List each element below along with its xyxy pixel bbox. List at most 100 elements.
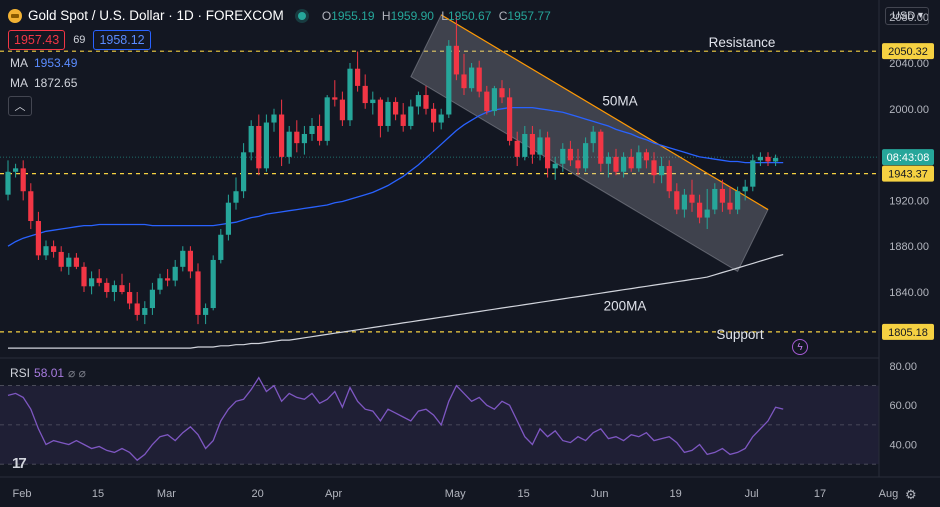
candle-body[interactable]: [621, 156, 627, 172]
price-tick-label[interactable]: 2000.00: [889, 104, 929, 116]
candle-body[interactable]: [339, 99, 345, 121]
candle-body[interactable]: [370, 99, 376, 104]
candle-body[interactable]: [111, 285, 117, 293]
current-price-tag[interactable]: 08:43:08: [887, 152, 930, 164]
candle-body[interactable]: [279, 114, 285, 157]
price-tick-label[interactable]: 1880.00: [889, 241, 929, 253]
rsi-tick-label[interactable]: 80.00: [889, 361, 917, 373]
candle-body[interactable]: [757, 156, 763, 161]
candle-body[interactable]: [514, 140, 520, 157]
annotation-resistance[interactable]: Resistance: [709, 35, 776, 50]
annotation-200ma[interactable]: 200MA: [604, 298, 647, 313]
candle-body[interactable]: [195, 271, 201, 315]
candle-body[interactable]: [651, 160, 657, 176]
candle-body[interactable]: [347, 68, 353, 121]
candle-body[interactable]: [165, 278, 171, 281]
level-price-tag[interactable]: 2050.32: [888, 46, 928, 58]
rsi-line[interactable]: [7, 376, 784, 462]
candle-body[interactable]: [317, 125, 323, 141]
price-tick-label[interactable]: 1920.00: [889, 195, 929, 207]
candle-body[interactable]: [529, 133, 535, 155]
candle-body[interactable]: [271, 114, 277, 123]
buy-price-button[interactable]: 1958.12: [93, 30, 151, 50]
candle-body[interactable]: [697, 202, 703, 218]
candle-body[interactable]: [393, 101, 399, 115]
time-tick-label[interactable]: 15: [92, 488, 104, 500]
candle-body[interactable]: [187, 250, 193, 272]
candle-body[interactable]: [20, 168, 26, 192]
price-tick-label[interactable]: 2040.00: [889, 58, 929, 70]
candle-body[interactable]: [727, 202, 733, 210]
candle-body[interactable]: [134, 303, 140, 315]
candle-body[interactable]: [742, 186, 748, 192]
time-tick-label[interactable]: Aug: [879, 488, 899, 500]
candle-body[interactable]: [408, 106, 414, 126]
candle-body[interactable]: [583, 143, 589, 169]
time-tick-label[interactable]: 19: [669, 488, 681, 500]
candle-body[interactable]: [537, 137, 543, 155]
candle-body[interactable]: [719, 188, 725, 203]
alert-bolt-icon[interactable]: ϟ: [792, 339, 808, 355]
candle-body[interactable]: [666, 166, 672, 192]
candle-body[interactable]: [590, 131, 596, 144]
candle-body[interactable]: [127, 292, 133, 304]
currency-select[interactable]: USD: [885, 7, 929, 25]
candle-body[interactable]: [507, 97, 513, 141]
time-tick-label[interactable]: May: [445, 488, 466, 500]
candle-body[interactable]: [332, 97, 338, 100]
candle-body[interactable]: [66, 257, 72, 267]
gear-icon[interactable]: ⚙: [905, 487, 917, 502]
candle-body[interactable]: [476, 67, 482, 92]
symbol-title[interactable]: Gold Spot / U.S. Dollar · 1D · FOREXCOM: [28, 8, 284, 23]
candle-body[interactable]: [172, 266, 178, 281]
candle-body[interactable]: [628, 156, 634, 169]
ma50-legend[interactable]: MA 1953.49: [10, 56, 77, 70]
candle-body[interactable]: [180, 250, 186, 267]
candle-body[interactable]: [773, 158, 779, 162]
candle-body[interactable]: [96, 278, 102, 283]
candle-body[interactable]: [545, 137, 551, 169]
candle-body[interactable]: [301, 133, 307, 144]
level-price-tag-bg[interactable]: [882, 323, 934, 340]
level-price-tag[interactable]: 1943.37: [888, 169, 928, 181]
candle-body[interactable]: [560, 148, 566, 164]
candle-body[interactable]: [598, 131, 604, 164]
candle-body[interactable]: [735, 191, 741, 210]
candle-body[interactable]: [256, 125, 262, 169]
time-tick-label[interactable]: Feb: [13, 488, 32, 500]
descending-channel[interactable]: [410, 14, 769, 273]
candle-body[interactable]: [263, 122, 269, 169]
candle-body[interactable]: [81, 266, 87, 287]
ma200-line[interactable]: [8, 254, 784, 349]
candle-body[interactable]: [355, 68, 361, 86]
candle-body[interactable]: [248, 125, 254, 153]
candle-body[interactable]: [157, 278, 163, 290]
candle-body[interactable]: [149, 289, 155, 309]
candle-body[interactable]: [241, 152, 247, 192]
time-tick-label[interactable]: Mar: [157, 488, 176, 500]
level-price-tag-bg[interactable]: [882, 43, 934, 60]
candle-body[interactable]: [438, 114, 444, 123]
candle-body[interactable]: [689, 194, 695, 203]
candle-body[interactable]: [324, 97, 330, 141]
candle-body[interactable]: [704, 209, 710, 218]
candle-body[interactable]: [5, 171, 11, 195]
candle-body[interactable]: [659, 166, 665, 176]
rsi-legend[interactable]: RSI 58.01 ⌀ ⌀: [10, 366, 86, 380]
candle-body[interactable]: [681, 194, 687, 210]
candle-body[interactable]: [415, 95, 421, 107]
candle-body[interactable]: [51, 246, 57, 252]
candle-body[interactable]: [104, 282, 110, 293]
current-price-tag-bg[interactable]: [882, 149, 934, 166]
candle-body[interactable]: [499, 88, 505, 98]
candle-body[interactable]: [233, 191, 239, 203]
candle-body[interactable]: [567, 148, 573, 161]
candle-body[interactable]: [613, 156, 619, 172]
candle-body[interactable]: [522, 133, 528, 157]
annotation-support[interactable]: Support: [716, 327, 764, 342]
candle-body[interactable]: [58, 251, 64, 267]
candle-body[interactable]: [712, 188, 718, 210]
ma200-legend[interactable]: MA 1872.65: [10, 76, 77, 90]
candle-body[interactable]: [13, 168, 19, 172]
candle-body[interactable]: [43, 246, 49, 256]
